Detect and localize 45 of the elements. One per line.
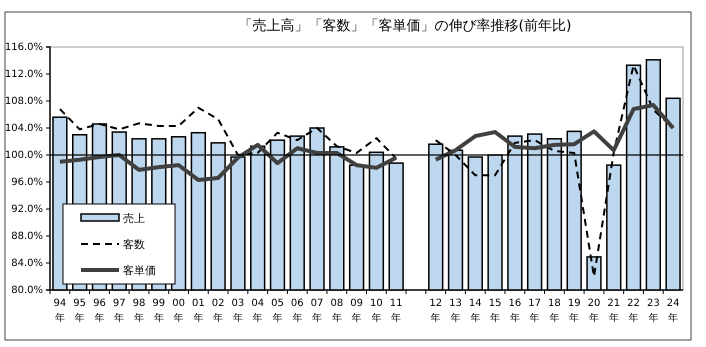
x-tick-label: 14年 [468,298,482,324]
x-tick-label: 24年 [666,298,680,324]
y-tick-label: 92.0% [11,204,43,216]
y-tick-label: 80.0% [11,285,43,296]
x-tick-label: 09年 [350,298,363,324]
chart-title: 「売上高」「客数」「客単価」の伸び率推移(前年比) [238,18,572,34]
x-tick-label: 97年 [112,298,126,324]
x-tick-label: 18年 [548,298,561,324]
x-tick-label: 19年 [568,298,581,324]
x-tick-label: 96年 [93,298,106,324]
y-tick-label: 88.0% [11,231,43,242]
x-tick-label: 11年 [390,298,403,324]
y-tick-label: 96.0% [11,177,43,188]
x-tick-label: 16年 [508,298,522,324]
legend-label: 客数 [123,238,145,251]
x-tick-label: 02年 [212,298,225,324]
y-tick-label: 84.0% [11,258,43,270]
x-tick-label: 22年 [627,298,640,324]
y-tick-label: 112.0% [4,69,43,80]
x-tick-label: 01年 [192,298,205,324]
x-tick-label: 12年 [429,298,442,324]
x-tick-label: 99年 [152,298,166,324]
y-tick-label: 104.0% [4,123,43,134]
x-tick-label: 20年 [588,298,600,324]
x-tick-label: 00年 [172,298,185,324]
x-tick-label: 15年 [488,298,502,324]
x-tick-label: 94年 [54,298,66,324]
x-tick-label: 23年 [646,298,660,324]
x-tick-label: 08年 [330,298,344,324]
x-tick-label: 21年 [607,298,620,324]
y-tick-label: 116.0% [4,42,43,54]
x-tick-label: 03年 [232,298,244,324]
y-tick-label: 100.0% [4,150,43,162]
x-tick-label: 13年 [449,298,462,324]
x-tick-label: 05年 [271,298,284,324]
x-tick-label: 95年 [73,298,86,324]
x-tick-label: 04年 [251,298,264,324]
legend-label: 売上 [123,212,145,225]
x-tick-label: 06年 [290,298,304,324]
x-tick-label: 07年 [310,298,324,324]
x-tick-label: 98年 [132,298,146,324]
x-tick-label: 17年 [528,298,542,324]
legend-label: 客単価 [123,264,156,277]
x-tick-label: 10年 [370,298,383,324]
y-tick-label: 108.0% [4,96,43,108]
